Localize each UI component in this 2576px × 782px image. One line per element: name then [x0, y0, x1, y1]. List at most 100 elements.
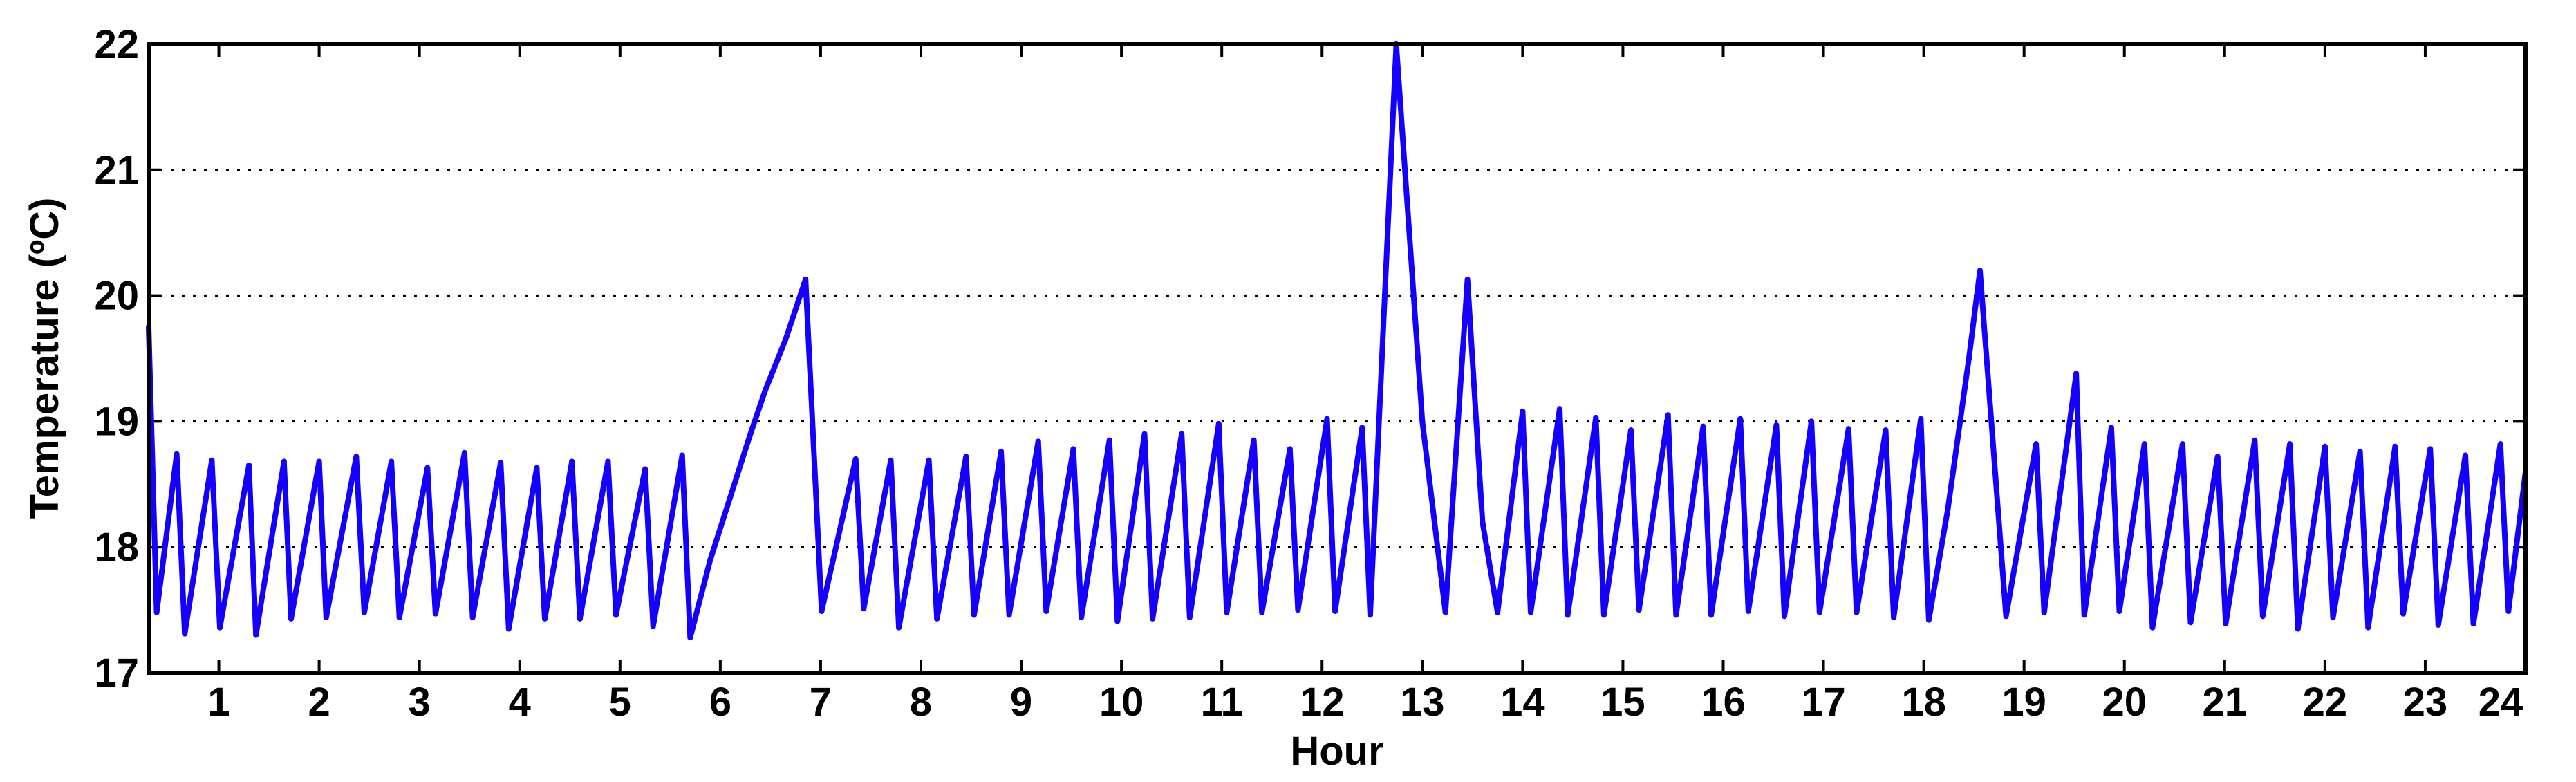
- x-tick-label-9: 9: [1010, 680, 1032, 725]
- data-point-80: [1600, 612, 1607, 618]
- data-point-82: [1636, 607, 1642, 613]
- x-tick-label-4: 4: [509, 680, 531, 725]
- data-point-43: [926, 457, 932, 463]
- data-point-21: [505, 626, 512, 632]
- x-tick-label-15: 15: [1600, 680, 1645, 725]
- y-gridlines: [149, 169, 2526, 548]
- data-point-11: [323, 615, 329, 620]
- x-tick-label-24: 24: [2479, 680, 2523, 725]
- data-point-78: [1565, 612, 1571, 618]
- y-axis-title: Temperature (ºC): [22, 198, 67, 519]
- y-tick-label-17: 17: [94, 651, 139, 696]
- data-point-29: [650, 623, 656, 629]
- data-point-75: [1520, 408, 1526, 414]
- data-point-98: [1925, 617, 1932, 623]
- data-point-79: [1593, 414, 1599, 420]
- data-point-65: [1324, 416, 1330, 422]
- data-point-95: [1883, 427, 1889, 434]
- data-point-9: [288, 615, 294, 622]
- data-point-3: [182, 631, 188, 637]
- data-point-71: [1442, 609, 1448, 615]
- data-point-24: [569, 458, 575, 465]
- data-point-18: [461, 449, 467, 456]
- data-point-126: [2435, 622, 2441, 628]
- data-point-55: [1141, 431, 1148, 437]
- data-point-113: [2214, 454, 2221, 460]
- data-point-105: [2073, 371, 2080, 377]
- series-layer: [146, 41, 2528, 641]
- x-tick-label-10: 10: [1099, 680, 1144, 725]
- x-tick-label-17: 17: [1801, 680, 1846, 725]
- data-point-45: [963, 454, 969, 460]
- data-point-117: [2287, 441, 2293, 447]
- data-point-93: [1845, 426, 1851, 432]
- data-point-66: [1332, 608, 1338, 614]
- x-tick-label-21: 21: [2203, 680, 2248, 725]
- data-point-5: [217, 624, 223, 631]
- data-point-104: [2041, 609, 2047, 615]
- data-point-64: [1295, 607, 1301, 613]
- x-tick-label-2: 2: [308, 680, 330, 725]
- data-point-87: [1737, 416, 1744, 422]
- y-tick-label-22: 22: [94, 22, 139, 67]
- data-point-110: [2149, 624, 2156, 631]
- data-point-31: [687, 635, 693, 641]
- data-point-52: [1079, 615, 1085, 620]
- y-tick-label-18: 18: [94, 525, 139, 570]
- data-point-86: [1708, 612, 1715, 618]
- x-tick-label-19: 19: [2001, 680, 2046, 725]
- data-point-14: [389, 458, 395, 465]
- x-tick-label-6: 6: [709, 680, 731, 725]
- data-point-46: [971, 612, 977, 618]
- data-point-27: [613, 612, 619, 618]
- data-point-22: [534, 465, 540, 471]
- data-point-106: [2081, 612, 2087, 618]
- x-axis-title: Hour: [1290, 729, 1383, 774]
- data-point-60: [1224, 609, 1230, 615]
- data-point-96: [1891, 615, 1897, 620]
- data-point-88: [1745, 608, 1751, 614]
- y-tick-label-19: 19: [94, 399, 139, 444]
- data-point-109: [2141, 441, 2147, 447]
- data-point-16: [424, 465, 431, 471]
- data-point-8: [281, 458, 287, 465]
- data-point-102: [2003, 613, 2009, 620]
- x-tick-label-23: 23: [2403, 680, 2448, 725]
- data-point-70: [1419, 418, 1426, 425]
- data-point-25: [577, 615, 583, 622]
- x-tick-label-12: 12: [1300, 680, 1345, 725]
- data-point-17: [432, 611, 438, 617]
- data-point-124: [2400, 611, 2406, 617]
- data-point-111: [2179, 441, 2185, 447]
- data-point-119: [2322, 443, 2328, 449]
- data-point-97: [1918, 416, 1924, 422]
- data-point-122: [2365, 624, 2371, 631]
- data-point-33: [727, 494, 734, 500]
- data-point-114: [2223, 621, 2229, 627]
- y-tick-labels: 17 18 19 20 21 22: [94, 22, 139, 696]
- data-point-100: [1966, 355, 1972, 362]
- data-point-6: [246, 463, 252, 468]
- data-point-50: [1043, 608, 1049, 614]
- x-tick-label-13: 13: [1400, 680, 1445, 725]
- data-point-108: [2116, 608, 2122, 614]
- data-point-74: [1495, 609, 1501, 615]
- x-tick-label-11: 11: [1201, 680, 1243, 725]
- x-tick-label-14: 14: [1500, 680, 1545, 725]
- data-point-107: [2108, 425, 2114, 431]
- data-point-7: [253, 632, 259, 638]
- data-point-77: [1557, 406, 1562, 412]
- data-point-92: [1816, 609, 1822, 615]
- data-point-81: [1628, 427, 1634, 434]
- y-tick-label-20: 20: [94, 274, 139, 319]
- data-point-48: [1006, 612, 1012, 618]
- data-point-23: [542, 615, 548, 622]
- data-point-112: [2187, 620, 2194, 626]
- data-point-91: [1809, 418, 1815, 425]
- data-point-57: [1179, 431, 1185, 437]
- data-point-47: [998, 449, 1004, 454]
- data-point-4: [209, 457, 215, 463]
- data-point-76: [1528, 609, 1533, 615]
- data-point-53: [1106, 437, 1112, 443]
